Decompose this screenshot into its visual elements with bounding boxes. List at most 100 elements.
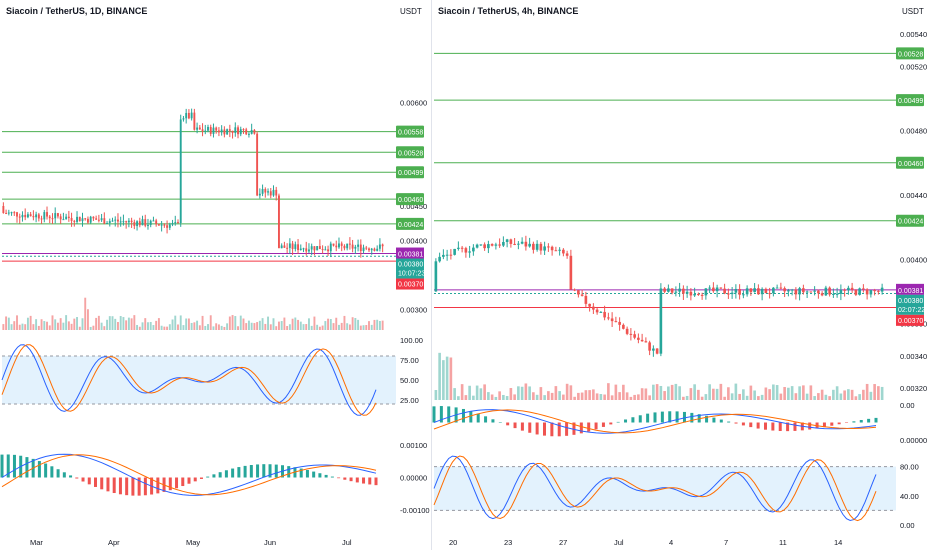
signal-line [1,454,377,496]
candle-body [539,243,543,251]
candle-body [7,212,10,214]
candle-body [245,129,248,135]
candle-body [166,225,169,228]
volume-bar [802,385,805,400]
candle-body [294,244,297,249]
macd-histogram-bar [461,408,465,423]
candle-body [291,243,294,249]
volume-bar [190,322,193,330]
candle-body [368,248,370,251]
candle-body [734,288,738,293]
volume-bar [329,319,332,330]
volume-bar [185,318,188,330]
volume-bar [62,322,65,330]
volume-bar [614,384,618,400]
macd-histogram-bar [44,463,48,478]
volume-bar [535,394,539,400]
volume-bar [125,320,128,330]
candle-body [179,119,182,223]
stoch-d-line [1,344,377,416]
level-tag [396,166,424,179]
level-tag [896,94,924,107]
volume-bar [89,326,92,330]
macd-histogram-bar [81,477,85,482]
candle-body [318,246,321,250]
volume-bar [32,324,35,330]
macd-histogram-bar [609,422,613,425]
volume-bar [783,387,786,400]
candle-body [378,244,381,249]
macd-histogram-bar [447,406,451,423]
price-tick-label: 0.00440 [900,191,927,200]
stoch-tick-label: 50.00 [400,376,419,385]
current-price-label: 0.00380 [898,298,923,305]
price-tick-label: 0.00400 [900,255,927,264]
volume-bar [354,317,357,330]
candle-body [573,289,576,291]
macd-histogram-bar [572,422,576,435]
low-tag-label: 0.00370 [398,282,423,289]
candle-body [854,289,858,295]
candle-body [869,290,873,295]
macd-histogram-bar [374,477,378,486]
candle-body [18,216,21,218]
macd-histogram-bar [520,422,524,431]
price-tick-label: 0.00520 [900,62,927,71]
candle-body [190,112,193,119]
candle-body [768,293,771,295]
candle-body [297,244,300,251]
candle-body [130,220,133,223]
candle-body [832,293,835,295]
candle-body [599,311,603,313]
volume-bar [29,315,32,330]
macd-histogram-bar [557,422,561,437]
volume-bar [768,389,771,400]
candle-body [543,246,546,251]
candle-body [26,214,29,218]
volume-bar [316,324,319,330]
macd-histogram-bar [337,477,341,479]
volume-bar [106,319,109,330]
macd-histogram-bar [845,422,849,423]
candle-body [629,333,633,335]
macd-histogram-bar [131,477,135,496]
candle-body [689,291,693,296]
candle-body [207,127,209,131]
volume-bar [174,315,177,330]
volume-bar [168,324,171,330]
volume-bar [97,315,100,330]
candle-body [106,222,109,224]
level-tag-label: 0.00528 [898,51,923,58]
volume-bar [92,325,95,330]
candle-body [475,244,479,248]
candle-body [877,290,880,292]
price-tick-label: 0.00540 [900,30,927,39]
volume-bar [554,386,558,400]
macd-histogram-bar [318,473,322,478]
candle-body [138,221,141,226]
volume-bar [228,316,231,330]
candle-body [160,224,163,226]
candle-body [468,251,471,253]
macd-histogram-bar [660,411,664,423]
volume-bar [625,392,629,400]
volume-bar [111,316,114,330]
candle-body [56,213,59,217]
candle-body [157,224,160,226]
macd-histogram-bar [37,461,41,478]
candle-body [365,247,368,249]
macd-histogram-bar [439,406,443,423]
signal-line [433,409,877,434]
volume-bar [81,318,84,330]
stoch-band [2,356,396,404]
volume-bar [633,394,636,400]
candle-body [779,287,783,289]
macd-histogram-bar [624,419,628,423]
volume-bar [147,322,149,330]
volume-bar [487,392,490,400]
volume-bar [100,322,103,330]
volume-bar [689,388,693,400]
volume-bar [196,320,199,330]
volume-bar [43,321,46,330]
volume-bar [655,384,659,400]
